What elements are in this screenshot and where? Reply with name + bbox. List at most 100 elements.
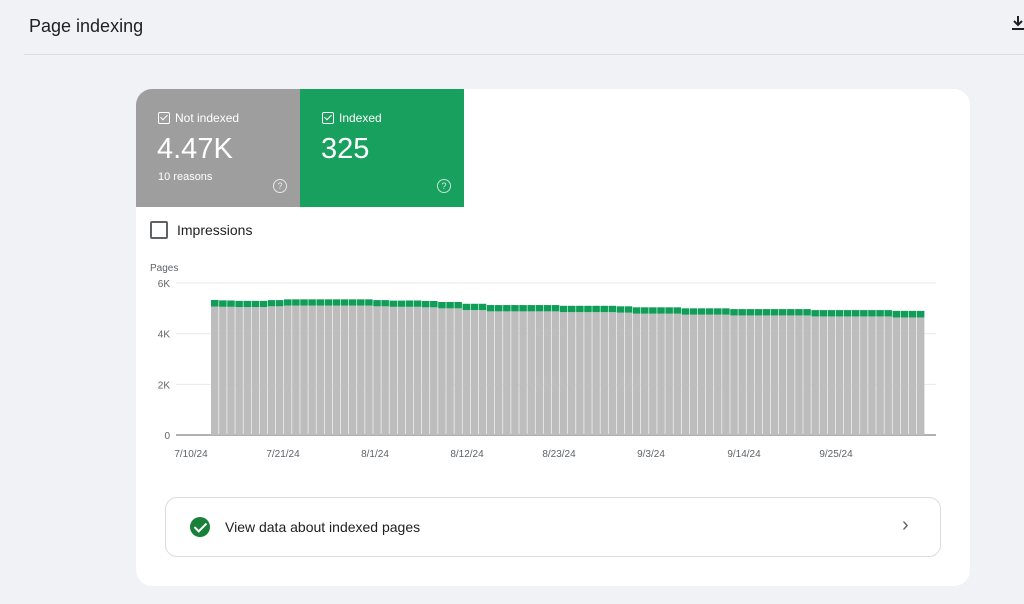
indexed-bar[interactable] [470,303,479,311]
not-indexed-bar[interactable] [843,316,852,435]
indexed-bar[interactable] [535,305,544,312]
not-indexed-bar[interactable] [365,305,373,435]
not-indexed-bar[interactable] [600,312,608,435]
impressions-checkbox[interactable] [150,221,168,239]
not-indexed-bar[interactable] [697,314,706,435]
indexed-bar[interactable] [519,305,527,312]
not-indexed-bar[interactable] [308,305,316,435]
indexed-bar[interactable] [551,305,560,312]
not-indexed-bar[interactable] [868,316,876,435]
indexed-bar[interactable] [421,300,430,308]
not-indexed-bar[interactable] [746,315,755,435]
not-indexed-bar[interactable] [819,316,828,435]
not-indexed-bar[interactable] [535,311,544,435]
indexed-bar[interactable] [462,303,471,311]
indexed-bar[interactable] [778,309,787,316]
indexed-bar[interactable] [576,305,584,313]
not-indexed-bar[interactable] [860,316,868,435]
not-indexed-bar[interactable] [884,316,892,435]
not-indexed-bar[interactable] [470,310,479,435]
not-indexed-bar[interactable] [568,312,576,435]
indexed-bar[interactable] [227,300,235,307]
indexed-bar[interactable] [267,300,276,307]
checkbox-checked-icon[interactable] [158,112,170,124]
indexed-bar[interactable] [673,307,681,314]
indexed-bar[interactable] [324,299,333,306]
indexed-bar[interactable] [908,310,917,318]
not-indexed-bar[interactable] [454,308,462,435]
indexed-bar[interactable] [478,303,487,311]
indexed-bar[interactable] [454,302,462,309]
not-indexed-bar[interactable] [722,314,730,435]
indexed-bar[interactable] [316,299,324,306]
indexed-bar[interactable] [608,305,617,313]
indexed-bar[interactable] [251,300,260,308]
not-indexed-bar[interactable] [730,315,738,435]
not-indexed-bar[interactable] [486,311,495,435]
help-icon[interactable]: ? [273,179,287,193]
not-indexed-bar[interactable] [657,313,665,435]
indexed-bar[interactable] [762,309,771,316]
indexed-bar[interactable] [219,300,227,307]
indexed-bar[interactable] [819,310,828,317]
indexed-bar[interactable] [697,308,706,315]
indexed-bar[interactable] [632,307,641,314]
not-indexed-bar[interactable] [803,315,811,435]
indexed-tile[interactable]: Indexed 325 ? [300,89,464,207]
indexed-bar[interactable] [884,310,892,317]
not-indexed-bar[interactable] [876,316,884,435]
indexed-bar[interactable] [308,299,316,306]
not-indexed-bar[interactable] [430,307,438,435]
indexed-bar[interactable] [754,309,763,316]
not-indexed-bar[interactable] [519,311,527,435]
indexed-bar[interactable] [592,305,600,313]
not-indexed-bar[interactable] [243,307,251,435]
not-indexed-bar[interactable] [892,317,901,435]
indexed-bar[interactable] [900,310,909,318]
indexed-bar[interactable] [681,308,690,315]
not-indexed-bar[interactable] [494,311,503,435]
not-indexed-bar[interactable] [551,311,560,435]
not-indexed-bar[interactable] [284,305,292,435]
not-indexed-bar[interactable] [227,306,235,435]
not-indexed-bar[interactable] [762,315,771,435]
indexed-bar[interactable] [389,300,398,307]
indexed-bar[interactable] [284,299,292,306]
not-indexed-bar[interactable] [705,314,714,435]
indexed-bar[interactable] [714,308,722,315]
indexed-bar[interactable] [211,299,219,307]
indexed-bar[interactable] [243,300,251,308]
not-indexed-bar[interactable] [235,307,243,435]
not-indexed-bar[interactable] [851,316,860,435]
indexed-bar[interactable] [746,309,755,316]
not-indexed-bar[interactable] [543,311,552,435]
view-indexed-pages-link[interactable]: View data about indexed pages › [165,497,941,557]
not-indexed-bar[interactable] [357,305,365,435]
not-indexed-bar[interactable] [462,310,471,435]
not-indexed-bar[interactable] [576,312,584,435]
indexed-bar[interactable] [397,300,406,307]
not-indexed-bar[interactable] [340,305,349,435]
indexed-bar[interactable] [876,310,884,317]
indexed-bar[interactable] [413,300,422,307]
not-indexed-bar[interactable] [211,306,219,435]
not-indexed-bar[interactable] [754,315,763,435]
indexed-bar[interactable] [649,307,657,314]
indexed-bar[interactable] [860,310,868,317]
indexed-bar[interactable] [373,300,381,307]
not-indexed-bar[interactable] [300,305,308,435]
not-indexed-bar[interactable] [778,315,787,435]
not-indexed-bar[interactable] [592,312,600,435]
not-indexed-tile[interactable]: Not indexed 4.47K 10 reasons ? [136,89,300,207]
not-indexed-bar[interactable] [219,306,227,435]
indexed-bar[interactable] [340,299,349,306]
indexed-bar[interactable] [916,310,925,318]
indexed-bar[interactable] [486,305,495,312]
indexed-bar[interactable] [738,309,746,316]
not-indexed-bar[interactable] [413,306,422,435]
not-indexed-bar[interactable] [689,314,698,435]
not-indexed-bar[interactable] [584,312,592,435]
not-indexed-bar[interactable] [251,307,260,435]
not-indexed-bar[interactable] [649,313,657,435]
indexed-bar[interactable] [624,306,633,313]
